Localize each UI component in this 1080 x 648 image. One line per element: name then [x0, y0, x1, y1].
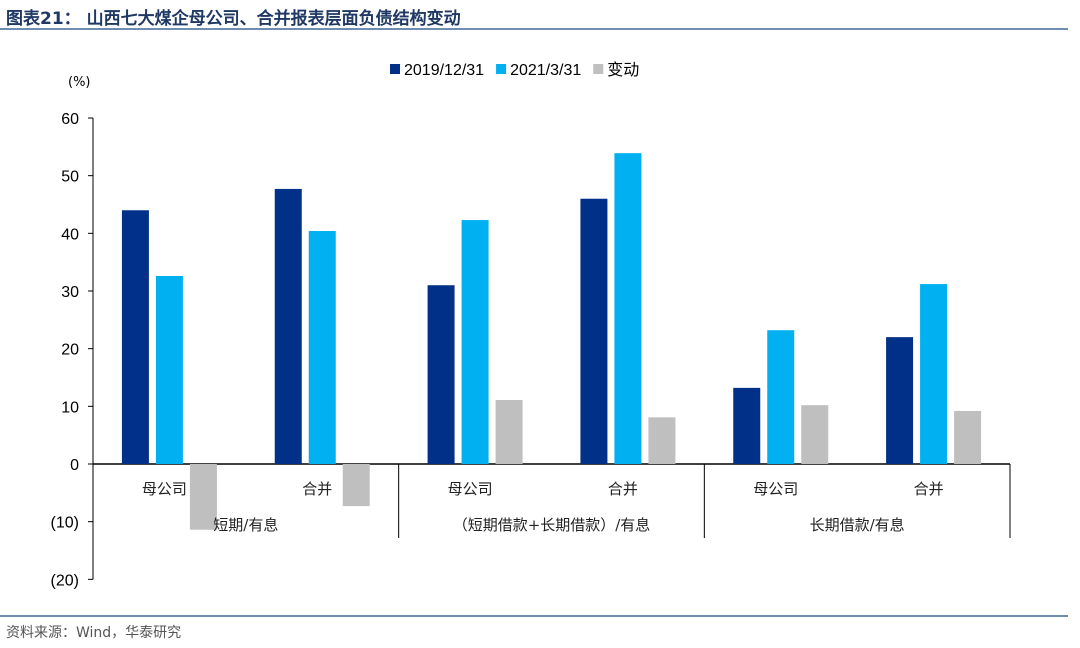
bar-0-3	[580, 198, 608, 464]
bar-1-0	[155, 276, 183, 464]
y-tick-label: 40	[61, 226, 79, 243]
bar-1-4	[767, 330, 795, 464]
bar-0-1	[274, 188, 302, 464]
bar-0-4	[733, 387, 761, 464]
legend-swatch	[496, 64, 507, 74]
bar-0-5	[886, 337, 914, 464]
y-tick-label: 20	[61, 342, 79, 359]
chart-title: 图表21： 山西七大煤企母公司、合并报表层面负债结构变动	[6, 9, 461, 29]
bottom-divider	[0, 615, 1068, 617]
legend-label: 2021/3/31	[510, 62, 581, 79]
y-tick-label: 60	[61, 111, 79, 128]
legend-label: 2019/12/31	[404, 62, 484, 79]
legend-swatch	[593, 64, 604, 74]
category-label: 合并	[914, 480, 944, 498]
bar-2-3	[648, 417, 676, 464]
group-label: （短期借款+长期借款）/有息	[453, 516, 651, 534]
y-tick-label: (20)	[51, 572, 79, 589]
legend-swatch	[390, 64, 400, 74]
category-label: 合并	[302, 480, 332, 498]
y-tick-label: 30	[61, 284, 79, 301]
bar-2-2	[495, 399, 523, 464]
category-label: 母公司	[142, 480, 187, 498]
bar-1-1	[308, 231, 336, 464]
bar-2-4	[801, 405, 829, 464]
bar-1-5	[920, 284, 948, 464]
bar-1-3	[614, 153, 642, 464]
top-divider	[0, 28, 1068, 30]
group-label: 长期借款/有息	[810, 516, 905, 534]
bar-0-0	[121, 210, 149, 464]
unit-label: (%)	[68, 75, 91, 90]
bar-2-1	[342, 464, 370, 507]
source-note: 资料来源：Wind，华泰研究	[6, 625, 182, 641]
category-label: 母公司	[753, 480, 798, 498]
category-label: 合并	[608, 480, 638, 498]
legend-label: 变动	[607, 61, 639, 79]
bar-2-0	[189, 464, 217, 530]
bar-0-2	[427, 285, 455, 464]
y-tick-label: (10)	[51, 515, 79, 532]
bar-2-5	[954, 410, 982, 464]
group-label: 短期/有息	[213, 516, 278, 534]
y-tick-label: 50	[61, 169, 79, 186]
y-tick-label: 10	[61, 399, 79, 416]
y-tick-label: 0	[70, 457, 79, 474]
bar-1-2	[461, 220, 489, 464]
category-label: 母公司	[448, 480, 493, 498]
